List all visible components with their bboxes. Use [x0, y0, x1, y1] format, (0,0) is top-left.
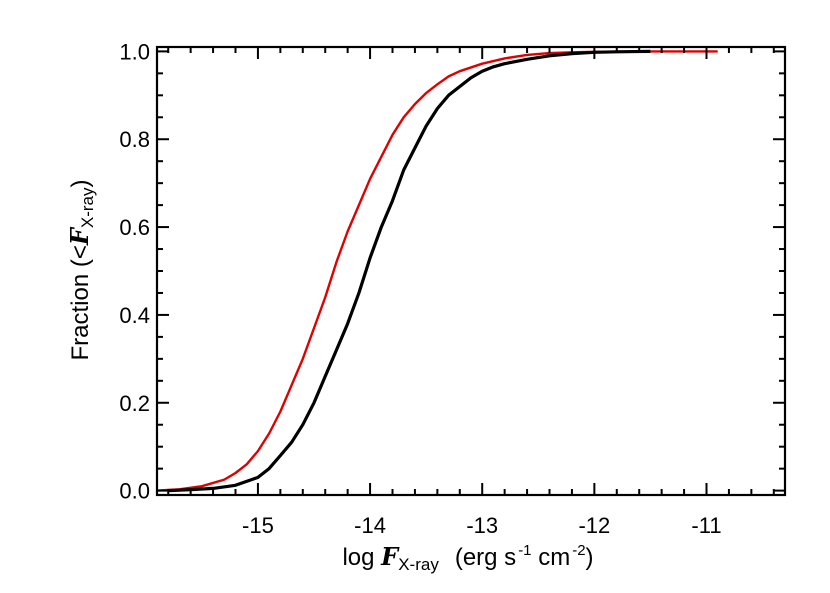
ticks-layer [157, 47, 785, 495]
x-tick-label: -13 [466, 513, 498, 538]
x-tick-label: -14 [354, 513, 386, 538]
series-line-1 [156, 50, 718, 492]
y-tick-label: 0.2 [119, 391, 150, 416]
y-tick-label: 1.0 [119, 39, 150, 64]
series-line-2 [168, 49, 651, 493]
y-tick-label: 0.0 [119, 479, 150, 504]
plot-frame [155, 45, 787, 497]
y-axis-label: Fraction (<FX-ray) [65, 179, 97, 360]
x-tick-label: -12 [578, 513, 610, 538]
x-axis-label: log FX-ray (erg s -1 cm -2) [342, 542, 593, 574]
series-layer [156, 49, 718, 493]
tick-labels-layer: -15 -14 -13 -12 -11 0.0 0.2 0.4 0.6 0.8 1.0 [119, 39, 721, 538]
x-tick-label: -11 [691, 513, 721, 538]
y-tick-label: 0.4 [119, 303, 150, 328]
y-tick-label: 0.6 [119, 215, 150, 240]
x-tick-label: -15 [242, 513, 274, 538]
y-tick-label: 0.8 [119, 127, 150, 152]
